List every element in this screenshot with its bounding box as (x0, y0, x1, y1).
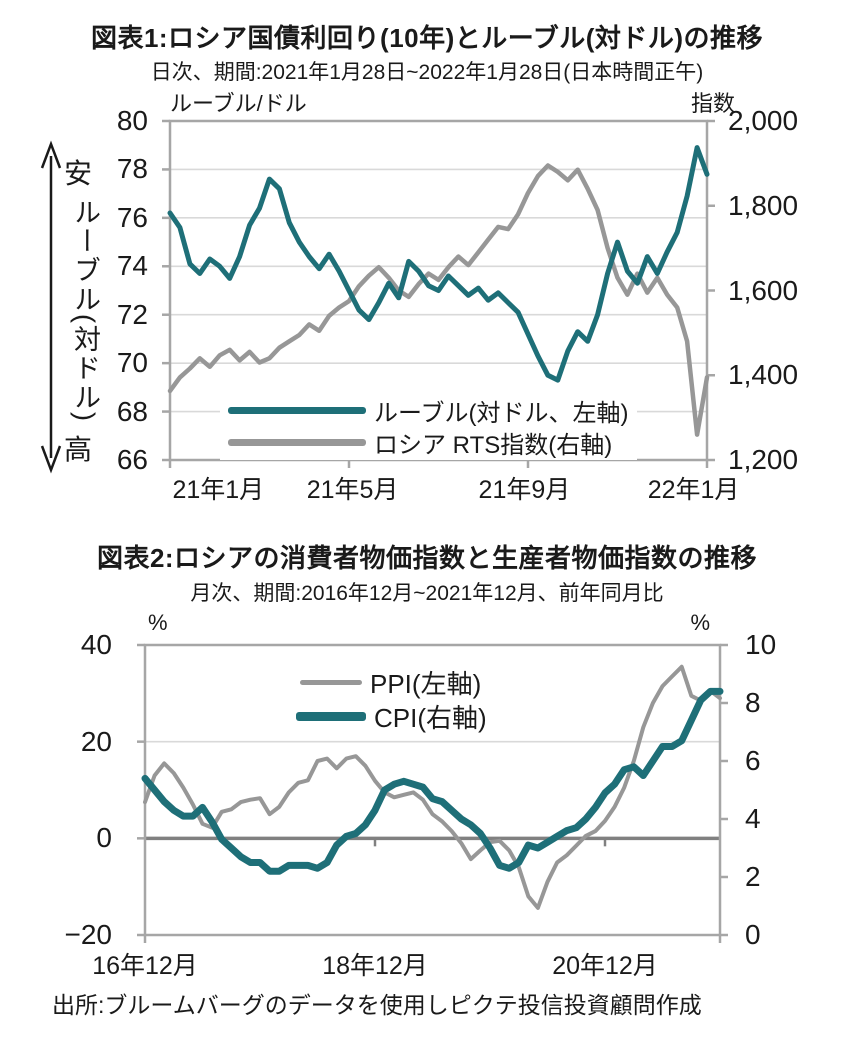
tick-label: 74 (116, 250, 148, 282)
figure1-arrow-top-label: 安 (64, 158, 93, 189)
tick-label: 1,200 (728, 444, 799, 475)
figure1-left-axis-unit: ルーブル/ドル (170, 91, 307, 116)
tick-label: 78 (116, 153, 148, 185)
x-axis-label: 21年1月 (172, 476, 265, 504)
tick-label: 80 (116, 105, 148, 136)
tick-label: 1,800 (728, 189, 799, 221)
figure2-legend-label: CPI(右軸) (374, 703, 487, 733)
series-line-left (143, 664, 722, 910)
figure1-subtitle: 日次、期間:2021年1月28日~2022年1月28日(日本時間正午) (150, 61, 704, 84)
figure2-left-axis-ticks: 40 20 0 −20 (20, 629, 113, 950)
figure2-subtitle: 月次、期間:2016年12月~2021年12月、前年同月比 (190, 582, 664, 605)
figure2-title: 図表2:ロシアの消費者物価指数と生産者物価指数の推移 (96, 543, 758, 573)
figure1-right-axis-unit: 指数 (690, 91, 735, 116)
rts-series-swatch-icon (228, 438, 366, 446)
tick-label: 70 (116, 347, 148, 379)
figure2-plot (137, 643, 728, 943)
ruble-direction-arrow-icon (40, 140, 62, 474)
figure1-title: 図表1:ロシア国債利回り(10年)とルーブル(対ドル)の推移 (90, 23, 764, 53)
cpi-series-swatch-icon (296, 712, 366, 721)
tick-label: 72 (116, 298, 148, 330)
ppi-series-swatch-icon (300, 680, 362, 685)
x-axis-label: 18年12月 (322, 952, 428, 980)
tick-label: 20 (80, 725, 112, 757)
figure2-right-axis-unit: % (690, 610, 710, 635)
series-line-left (167, 145, 710, 383)
figure1-left-axis-ticks: 80 78 76 74 72 70 68 66 (60, 105, 148, 475)
figure1-legend-label: ロシア RTS指数(右軸) (374, 431, 613, 459)
figure1-arrow-bottom-label: 高 (64, 434, 93, 465)
tick-label: 2 (745, 861, 761, 892)
tick-label: 10 (745, 629, 777, 660)
tick-label: 1,600 (728, 274, 799, 306)
x-axis-label: 21年9月 (478, 476, 571, 504)
tick-label: 1,400 (728, 359, 799, 391)
figure1-legend-label: ルーブル(対ドル、左軸) (374, 399, 629, 427)
tick-label: 40 (80, 629, 112, 660)
tick-label: 2,000 (728, 105, 799, 136)
tick-label: 6 (745, 745, 761, 776)
series-line-right (141, 687, 724, 875)
figure2-x-axis-labels: 16年12月 18年12月 20年12月 (0, 946, 854, 980)
figure2-right-axis-ticks: 10 8 6 4 2 0 (745, 629, 825, 950)
tick-label: 4 (745, 803, 761, 834)
figure1-plot (162, 119, 715, 468)
figure1-legend: ルーブル(対ドル、左軸) ロシア RTS指数(右軸) (220, 392, 637, 460)
tick-label: 0 (96, 822, 112, 854)
x-axis-label: 16年12月 (92, 952, 198, 980)
figure2-legend-item-ppi: PPI(左軸) (300, 664, 481, 701)
figure1-arrow-axis-label: ルーブル(対ドル) (70, 198, 100, 423)
tick-label: 66 (116, 444, 148, 475)
tick-label: 76 (116, 201, 148, 233)
figure2-legend-item-cpi: CPI(右軸) (296, 698, 487, 735)
x-axis-label: 21年5月 (306, 476, 399, 504)
ruble-series-swatch-icon (228, 406, 366, 414)
figure1-legend-item-ruble: ルーブル(対ドル、左軸) (228, 394, 629, 427)
figure1-legend-item-rts: ロシア RTS指数(右軸) (228, 426, 629, 459)
tick-label: −20 (64, 919, 113, 950)
tick-label: 0 (745, 919, 761, 950)
figure1-right-axis-ticks: 2,000 1,800 1,600 1,400 1,200 (728, 105, 843, 475)
tick-label: 68 (116, 395, 148, 427)
x-axis-label: 20年12月 (552, 952, 658, 980)
x-axis-label: 22年1月 (647, 476, 740, 504)
source-attribution: 出所:ブルームバーグのデータを使用しピクテ投信投資顧問作成 (52, 992, 702, 1018)
tick-label: 8 (745, 687, 761, 718)
plot-border (143, 643, 722, 937)
figure2-left-axis-unit: % (148, 610, 168, 635)
figure1-x-axis-labels: 21年1月 21年5月 21年9月 22年1月 (0, 470, 854, 504)
figure2-legend-label: PPI(左軸) (370, 669, 482, 699)
series-line-right (167, 163, 710, 437)
